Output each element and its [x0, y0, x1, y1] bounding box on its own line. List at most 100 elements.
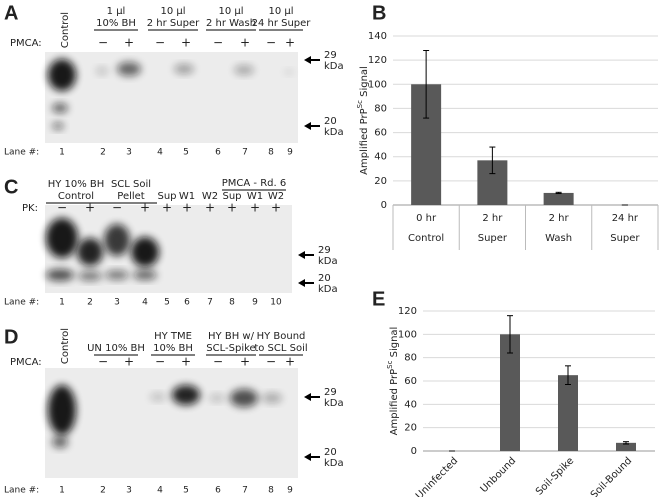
- band: [48, 385, 76, 435]
- band: [131, 237, 159, 267]
- x-tick-label: Soil-Bound: [589, 455, 634, 497]
- header: Pellet: [117, 191, 145, 202]
- treatment-sign: +: [240, 36, 250, 50]
- lane-number: 3: [126, 148, 132, 158]
- panel-label: E: [372, 288, 385, 310]
- band: [230, 389, 258, 407]
- header: UN 10% BH: [87, 343, 145, 354]
- treatment-sign: +: [182, 201, 192, 215]
- marker-size: 29: [324, 50, 337, 61]
- header: HY TME: [154, 331, 192, 342]
- band: [105, 270, 129, 280]
- treatment-sign: −: [57, 201, 67, 215]
- treatment-sign: −: [213, 36, 223, 50]
- marker-unit: kDa: [324, 61, 344, 72]
- panel-label: C: [4, 176, 18, 198]
- y-tick-label: 100: [368, 79, 387, 90]
- arrow-head: [298, 251, 305, 259]
- band: [104, 224, 130, 256]
- y-label-part: Amplified PrP: [389, 369, 400, 435]
- band: [284, 69, 294, 75]
- y-label-sup: Sc: [356, 100, 364, 108]
- lane-number: 4: [157, 148, 163, 158]
- header: 2 hr Super: [147, 18, 200, 29]
- band: [52, 103, 68, 113]
- y-tick-label: 140: [368, 31, 387, 42]
- y-axis-label: Amplified PrPSc Signal: [386, 327, 400, 436]
- treatment-sign: −: [155, 36, 165, 50]
- treatment-sign: +: [140, 201, 150, 215]
- lane-label: Lane #:: [4, 298, 39, 308]
- lane-number: 5: [164, 298, 170, 308]
- band: [52, 436, 68, 448]
- control-label: Control: [60, 12, 71, 48]
- band: [209, 394, 225, 402]
- y-tick-label: 120: [368, 55, 387, 66]
- treatment-sign: +: [124, 355, 134, 369]
- treatment-sign: +: [240, 355, 250, 369]
- band: [96, 67, 108, 75]
- band: [46, 218, 78, 258]
- marker-unit: kDa: [324, 458, 344, 469]
- lane-number: 2: [100, 486, 106, 496]
- y-axis-label: Amplified PrPSc Signal: [356, 66, 370, 175]
- lane-number: 7: [242, 148, 248, 158]
- y-tick-label: 40: [374, 152, 387, 163]
- header: 2 hr Wash: [206, 18, 256, 29]
- arrow-head: [304, 393, 311, 401]
- lane-number: 9: [252, 298, 258, 308]
- x-tick-label: Unbound: [479, 455, 519, 495]
- y-tick-label: 0: [381, 200, 387, 211]
- header: W1: [247, 191, 263, 202]
- treatment-sign: +: [124, 36, 134, 50]
- x-tick-label: Soil-Spike: [534, 455, 576, 497]
- treatment-label: PMCA:: [10, 357, 42, 368]
- treatment-sign: +: [250, 201, 260, 215]
- marker-size: 29: [324, 387, 337, 398]
- x-tick-label: 24 hr: [612, 213, 639, 224]
- treatment-sign: −: [98, 355, 108, 369]
- y-label-part: Signal: [389, 327, 400, 361]
- band: [150, 393, 166, 401]
- treatment-sign: +: [181, 355, 191, 369]
- x-group-label: Super: [610, 233, 640, 244]
- band: [262, 393, 282, 403]
- y-tick-label: 100: [398, 329, 417, 340]
- lane-number: 6: [215, 148, 221, 158]
- treatment-sign: +: [227, 201, 237, 215]
- header: SCL Soil: [111, 179, 151, 190]
- band: [172, 385, 200, 405]
- lane-number: 9: [287, 486, 293, 496]
- lane-number: 4: [157, 486, 163, 496]
- header: W1: [179, 191, 195, 202]
- blot: [45, 52, 298, 143]
- panel-label: A: [4, 2, 18, 24]
- header: Control: [58, 191, 94, 202]
- y-label-part: Signal: [359, 66, 370, 100]
- band: [133, 270, 157, 280]
- y-tick-label: 80: [404, 353, 417, 364]
- marker-size: 20: [318, 273, 331, 284]
- header: W2: [202, 191, 218, 202]
- band: [52, 122, 64, 130]
- blot: [45, 368, 298, 478]
- band: [117, 62, 141, 76]
- header: 10% BH: [96, 18, 136, 29]
- treatment-sign: −: [98, 36, 108, 50]
- marker-unit: kDa: [324, 398, 344, 409]
- bar: [558, 375, 578, 451]
- header: 10 µl: [160, 6, 185, 17]
- marker-unit: kDa: [318, 256, 338, 267]
- header: HY 10% BH: [48, 179, 105, 190]
- y-tick-label: 20: [374, 176, 387, 187]
- lane-number: 6: [215, 486, 221, 496]
- treatment-sign: −: [213, 355, 223, 369]
- header: to SCL Soil: [254, 343, 307, 354]
- group-header: PMCA - Rd. 6: [222, 178, 286, 189]
- x-tick-label: 0 hr: [416, 213, 437, 224]
- treatment-sign: +: [285, 355, 295, 369]
- arrow-head: [304, 122, 311, 130]
- lane-label: Lane #:: [4, 148, 39, 158]
- treatment-sign: −: [266, 355, 276, 369]
- y-tick-label: 80: [374, 103, 387, 114]
